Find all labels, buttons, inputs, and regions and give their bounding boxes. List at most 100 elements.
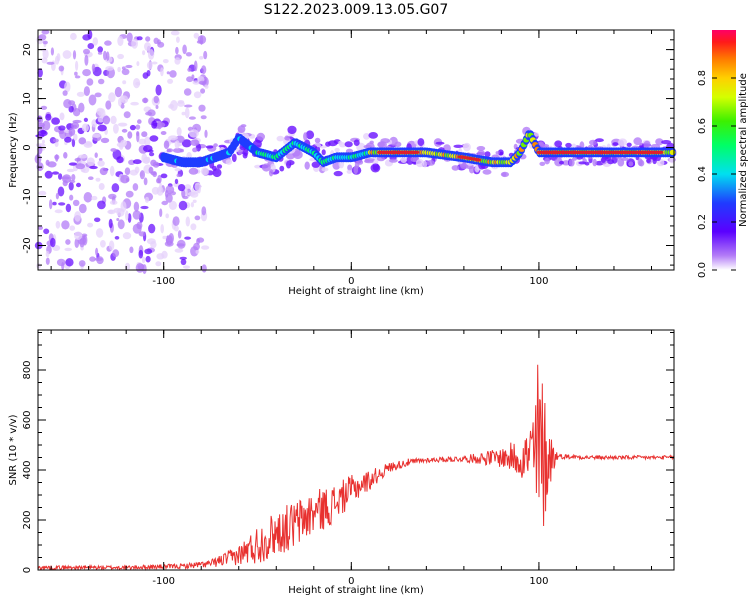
spectrogram-noise-blob	[151, 61, 158, 65]
spectrogram-noise-blob	[633, 137, 642, 146]
spectrogram-noise-blob	[325, 141, 331, 147]
spectrogram-noise-blob	[142, 50, 146, 56]
spectrogram-noise-blob	[100, 240, 106, 248]
spectrogram-noise-blob	[59, 112, 65, 121]
spectrogram-noise-blob	[72, 108, 81, 117]
spectrogram-noise-blob	[237, 125, 246, 133]
spectrogram-noise-blob	[185, 216, 190, 227]
spectrogram-noise-blob	[190, 223, 197, 231]
spectrogram-noise-blob	[195, 249, 200, 254]
spectrogram-noise-blob	[332, 161, 341, 170]
spectrogram-noise-blob	[75, 60, 79, 71]
spectrogram-noise-blob	[201, 245, 210, 250]
spectrogram-noise-blob	[589, 139, 598, 146]
spectrogram-noise-blob	[157, 41, 165, 48]
spectrogram-noise-blob	[138, 231, 146, 237]
y-tick-label: 0	[22, 567, 33, 573]
spectrogram-noise-blob	[41, 48, 47, 52]
spectrogram-noise-blob	[544, 157, 550, 165]
spectrogram-noise-blob	[77, 154, 88, 159]
spectrogram-noise-blob	[122, 232, 132, 240]
spectrogram-noise-blob	[37, 225, 44, 230]
y-tick-label: 0	[22, 144, 33, 150]
spectrogram-noise-blob	[153, 95, 159, 104]
spectrogram-noise-blob	[201, 65, 207, 75]
spectrogram-noise-blob	[333, 170, 343, 177]
spectrogram-noise-blob	[125, 190, 134, 198]
spectrogram-noise-blob	[482, 169, 492, 175]
spectrogram-noise-blob	[497, 149, 504, 156]
spectrogram-noise-blob	[96, 256, 104, 265]
spectrogram-noise-blob	[135, 81, 141, 86]
snr-series-line	[37, 364, 675, 572]
spectrogram-noise-blob	[132, 159, 142, 165]
spectrogram-noise-blob	[74, 157, 81, 162]
spectrogram-noise-blob	[138, 138, 147, 145]
spectrogram-noise-blob	[58, 125, 66, 131]
spectrogram-noise-blob	[72, 50, 77, 60]
spectrogram-noise-blob	[200, 115, 207, 120]
spectrogram-noise-blob	[155, 84, 162, 96]
spectrogram-noise-blob	[55, 154, 59, 162]
spectrogram-ridge-peak	[476, 158, 482, 162]
spectrogram-noise-blob	[175, 46, 179, 55]
spectrogram-noise-blob	[167, 78, 174, 84]
spectrogram-noise-blob	[143, 145, 153, 153]
spectrogram-frame	[37, 29, 675, 271]
spectrogram-noise-blob	[185, 52, 192, 57]
spectrogram-noise-blob	[76, 182, 81, 188]
x-tick-label: 100	[529, 576, 548, 587]
spectrogram-noise-blob	[168, 104, 175, 109]
spectrogram-noise-blob	[628, 161, 634, 167]
spectrogram-noise-blob	[70, 32, 77, 41]
spectrogram-noise-blob	[61, 176, 70, 180]
colorbar-tick-label: 0.0	[697, 262, 708, 278]
spectrogram-noise-blob	[204, 129, 208, 138]
spectrogram-noise-blob	[145, 156, 151, 164]
spectrogram-noise-blob	[55, 192, 60, 200]
spectrogram-noise-blob	[203, 50, 208, 60]
spectrogram-noise-blob	[54, 55, 60, 65]
spectrogram-noise-blob	[74, 75, 81, 79]
spectrogram-noise-blob	[97, 160, 105, 167]
spectrogram-noise-blob	[74, 71, 78, 76]
spectrogram-noise-blob	[51, 117, 60, 125]
spectrogram-noise-blob	[58, 65, 65, 72]
spectrogram-noise-blob	[117, 122, 128, 127]
spectrogram-noise-blob	[131, 38, 139, 49]
spectrogram-noise-blob	[68, 127, 76, 136]
spectrogram-noise-blob	[42, 40, 48, 45]
spectrogram-noise-blob	[183, 88, 192, 96]
spectrogram-noise-blob	[155, 261, 162, 267]
snr-axes: -100 0 100 0 200 400 600 800	[22, 330, 674, 587]
spectrogram-noise-blob	[117, 53, 124, 60]
spectrogram-noise-blob	[95, 177, 101, 182]
spectrogram-noise-blob	[353, 139, 360, 146]
spectrogram-noise-blob	[173, 182, 180, 188]
spectrogram-noise-blob	[646, 158, 651, 163]
spectrogram-noise-blob	[121, 128, 128, 133]
spectrogram-noise-blob	[474, 164, 480, 173]
spectrogram-noise-blob	[120, 174, 130, 184]
spectrogram-noise-blob	[69, 194, 74, 201]
spectrogram-noise-blob	[105, 100, 112, 110]
spectrogram-noise-blob	[377, 142, 385, 148]
spectrogram-noise-blob	[117, 66, 121, 73]
y-tick-label: -20	[22, 237, 33, 253]
spectrogram-noise-blob	[65, 203, 72, 213]
spectrogram-noise-blob	[177, 230, 182, 239]
spectrogram-noise-blob	[453, 144, 464, 148]
spectrogram-noise-blob	[118, 97, 122, 107]
spectrogram-noise-blob	[78, 203, 87, 214]
spectrogram-noise-blob	[321, 167, 329, 172]
y-tick-label: 800	[22, 360, 33, 379]
x-tick-label: -100	[152, 276, 175, 287]
spectrogram-noise-blob	[177, 184, 186, 192]
spectrogram-noise-blob	[87, 222, 94, 228]
spectrogram-noise-blob	[192, 199, 197, 203]
spectrogram-noise-blob	[276, 135, 285, 142]
spectrogram-noise-blob	[377, 156, 385, 162]
spectrogram-noise-blob	[132, 183, 139, 191]
spectrogram-noise-blob	[198, 80, 207, 85]
y-tick-label: 200	[22, 510, 33, 529]
